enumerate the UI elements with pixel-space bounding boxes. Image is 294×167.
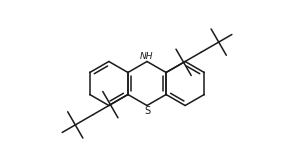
Text: S: S	[144, 106, 150, 116]
Text: NH: NH	[140, 52, 154, 61]
